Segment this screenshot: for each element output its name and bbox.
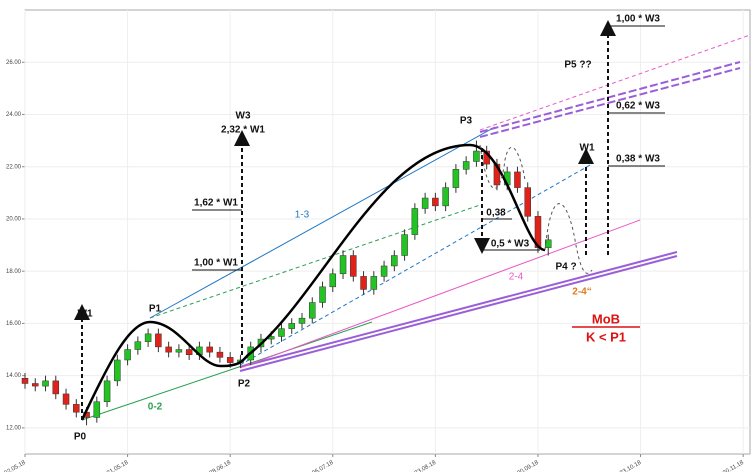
y-tick-label: 24.00 (6, 112, 22, 118)
label-p1: P1 (149, 304, 162, 315)
candle-body (73, 404, 80, 413)
candle-body (278, 328, 285, 337)
candle-body (124, 349, 131, 361)
candle-body (432, 197, 439, 207)
annotations: P0 P1 P2 P3 P4 ? P5 ?? W1 W3 2,32 * W1 1… (74, 14, 661, 443)
candle-body (411, 208, 419, 235)
candle-body (462, 161, 470, 170)
candle-body (32, 383, 39, 387)
plot-frame (24, 9, 751, 455)
candle-body (380, 265, 388, 277)
trend-lines (81, 34, 751, 421)
y-tick-label: 14.00 (6, 373, 22, 379)
label-100: 1,00 * W1 (194, 258, 238, 269)
x-tick-label: 26.07.18 (311, 460, 335, 472)
y-tick-label: 20.00 (6, 217, 22, 223)
candle-body (329, 273, 337, 288)
label-p4: P4 ? (555, 262, 576, 273)
x-tick-label: 02.05.18 (4, 460, 28, 472)
candle-body (114, 359, 121, 382)
x-tick-label: 23.08.18 (414, 460, 438, 472)
line-0-2 (81, 321, 373, 421)
label-2-4: 2-4 (509, 272, 524, 283)
line-pink-dashed (479, 34, 751, 131)
label-w3-100: 1,00 * W3 (616, 14, 660, 25)
y-tick-label: 12.00 (6, 425, 22, 431)
candle-body (473, 150, 480, 162)
candle-body (391, 255, 398, 267)
label-p2: P2 (238, 379, 251, 390)
candle-body (360, 276, 367, 290)
label-w3: W3 (236, 111, 251, 122)
label-0-2: 0-2 (148, 402, 163, 413)
x-tick-label: 28.06.18 (209, 460, 233, 472)
y-tick-label: 22.00 (6, 164, 22, 170)
candle-body (452, 169, 460, 188)
x-tick-label: 20.11.18 (722, 460, 745, 472)
candle-body (155, 333, 162, 348)
candle-body (288, 323, 295, 329)
candle-body (144, 333, 152, 342)
candle-body (52, 380, 60, 395)
line-2-4-a (239, 251, 678, 368)
x-tick-label: 20.09.18 (517, 460, 541, 472)
wave-projection (479, 144, 593, 274)
y-tick-label: 18.00 (6, 269, 22, 275)
candle-body (370, 276, 378, 290)
line-purple-dashed-a (479, 61, 741, 133)
x-tick-label: 23.10.18 (619, 460, 643, 472)
label-w1: W1 (78, 309, 93, 320)
candle-body (165, 346, 172, 353)
candles (21, 140, 552, 426)
candle-body (62, 393, 70, 405)
candle-body (21, 378, 29, 384)
label-2-4b: 2-4“ (572, 287, 591, 298)
candle-body (298, 317, 306, 324)
candle-body (42, 380, 49, 387)
candle-body (524, 187, 531, 217)
label-w3-062: 0,62 * W3 (616, 101, 660, 112)
candle-body (185, 349, 193, 356)
y-tick-label: 16.00 (6, 321, 22, 327)
label-1-3: 1-3 (295, 210, 310, 221)
label-p3: P3 (460, 116, 473, 127)
label-038: 0,38 (486, 208, 506, 219)
line-1-3 (149, 126, 496, 319)
label-w3-ratio: 2,32 * W1 (221, 125, 265, 136)
candle-body (514, 171, 521, 188)
grid: 12.00 14.00 16.00 18.00 20.00 22.00 24.00 26.00… (4, 10, 750, 472)
candle-body (401, 234, 408, 256)
candle-body (339, 255, 347, 275)
label-mob: MoB (592, 311, 620, 326)
line-2-4-b (239, 255, 678, 372)
candle-body (350, 255, 357, 277)
x-tick-label: 31.05.18 (106, 460, 130, 472)
candle-body (175, 349, 183, 353)
label-w1-right: W1 (580, 143, 595, 154)
label-162: 1,62 * W1 (194, 198, 238, 209)
candle-body (93, 401, 101, 418)
candle-body (544, 239, 552, 248)
wave-curve (80, 143, 546, 421)
candle-body (319, 286, 326, 303)
candle-body (134, 341, 142, 350)
candle-body (206, 346, 213, 353)
label-p5: P5 ?? (564, 60, 591, 71)
candle-body (103, 380, 111, 403)
label-p0: P0 (74, 432, 87, 443)
line-purple-dashed-b (479, 67, 741, 138)
wave-drawing (74, 20, 665, 421)
label-w3-038: 0,38 * W3 (616, 154, 660, 165)
candle-body (309, 302, 316, 319)
y-tick-label: 26.00 (6, 60, 22, 66)
candle-body (421, 197, 429, 209)
line-pink (239, 219, 641, 369)
label-k-p1: K < P1 (586, 329, 626, 344)
candle-body (226, 357, 234, 363)
line-0-2-parallel (149, 204, 481, 319)
label-w3-05: 0,5 * W3 (491, 239, 530, 250)
candle-body (442, 187, 449, 207)
candle-body (216, 351, 224, 358)
